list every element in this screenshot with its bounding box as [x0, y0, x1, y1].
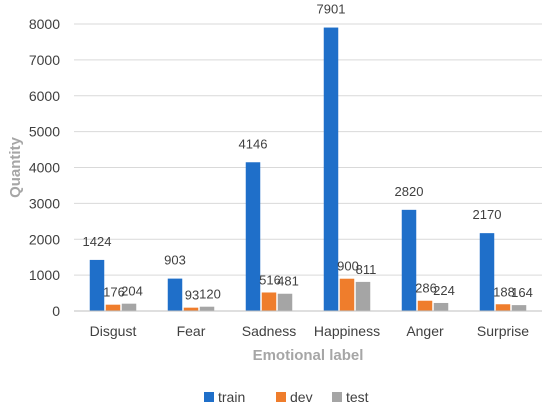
- data-label-train: 903: [164, 253, 186, 268]
- bar-dev: [183, 307, 199, 311]
- bar-train: [245, 162, 261, 311]
- category-label: Fear: [177, 323, 206, 339]
- bar-train: [89, 259, 105, 311]
- legend: train dev test: [204, 389, 369, 405]
- data-label-test: 164: [511, 285, 533, 300]
- bar-dev: [105, 304, 121, 311]
- category-label: Anger: [406, 323, 444, 339]
- legend-swatch-test: [332, 392, 342, 402]
- data-label-test: 224: [433, 283, 455, 298]
- category-label: Sadness: [242, 323, 296, 339]
- data-label-train: 7901: [317, 2, 346, 17]
- y-tick-label: 6000: [29, 88, 60, 104]
- bar-train: [167, 278, 183, 311]
- category-label: Surprise: [477, 323, 529, 339]
- data-label-test: 120: [199, 287, 221, 302]
- bar-test: [355, 281, 371, 311]
- data-label-train: 2820: [395, 184, 424, 199]
- legend-label-dev: dev: [290, 389, 313, 405]
- data-label-test: 204: [121, 284, 143, 299]
- bar-train: [479, 233, 495, 311]
- bar-dev: [417, 300, 433, 311]
- data-label-dev: 176: [103, 285, 125, 300]
- bars: [89, 27, 527, 311]
- bar-test: [511, 305, 527, 311]
- y-tick-label: 1000: [29, 267, 60, 283]
- x-axis-category-labels: Disgust Fear Sadness Happiness Anger Surprise: [90, 323, 530, 339]
- data-label-dev: 900: [337, 259, 359, 274]
- bar-test: [433, 302, 449, 311]
- bar-train: [323, 27, 339, 311]
- bar-test: [199, 306, 215, 311]
- y-tick-label: 2000: [29, 231, 60, 247]
- data-label-test: 811: [356, 262, 377, 277]
- data-label-dev: 188: [493, 284, 515, 299]
- legend-label-test: test: [346, 389, 369, 405]
- data-label-train: 4146: [239, 136, 268, 151]
- data-label-dev: 93: [185, 288, 199, 303]
- data-label-dev: 286: [415, 281, 437, 296]
- legend-label-train: train: [218, 389, 245, 405]
- y-tick-label: 8000: [29, 16, 60, 32]
- y-axis-title: Quantity: [7, 136, 24, 197]
- bar-test: [277, 293, 293, 311]
- y-tick-label: 7000: [29, 52, 60, 68]
- y-axis-tick-labels: 0 1000 2000 3000 4000 5000 6000 7000 8000: [29, 16, 60, 319]
- data-label-dev: 516: [259, 272, 281, 287]
- x-axis-title: Emotional label: [253, 347, 364, 364]
- bar-dev: [261, 292, 277, 311]
- bar-dev: [339, 278, 355, 311]
- gridlines: [74, 23, 542, 276]
- legend-swatch-train: [204, 392, 214, 402]
- bar-test: [121, 303, 137, 311]
- y-tick-label: 5000: [29, 124, 60, 140]
- data-label-test: 481: [277, 274, 299, 289]
- data-label-train: 1424: [83, 234, 112, 249]
- legend-swatch-dev: [276, 392, 286, 402]
- category-label: Disgust: [90, 323, 137, 339]
- data-label-train: 2170: [473, 207, 502, 222]
- y-tick-label: 4000: [29, 160, 60, 176]
- bar-train: [401, 209, 417, 311]
- y-tick-label: 3000: [29, 195, 60, 211]
- y-tick-label: 0: [52, 303, 60, 319]
- category-label: Happiness: [314, 323, 380, 339]
- bar-dev: [495, 304, 511, 311]
